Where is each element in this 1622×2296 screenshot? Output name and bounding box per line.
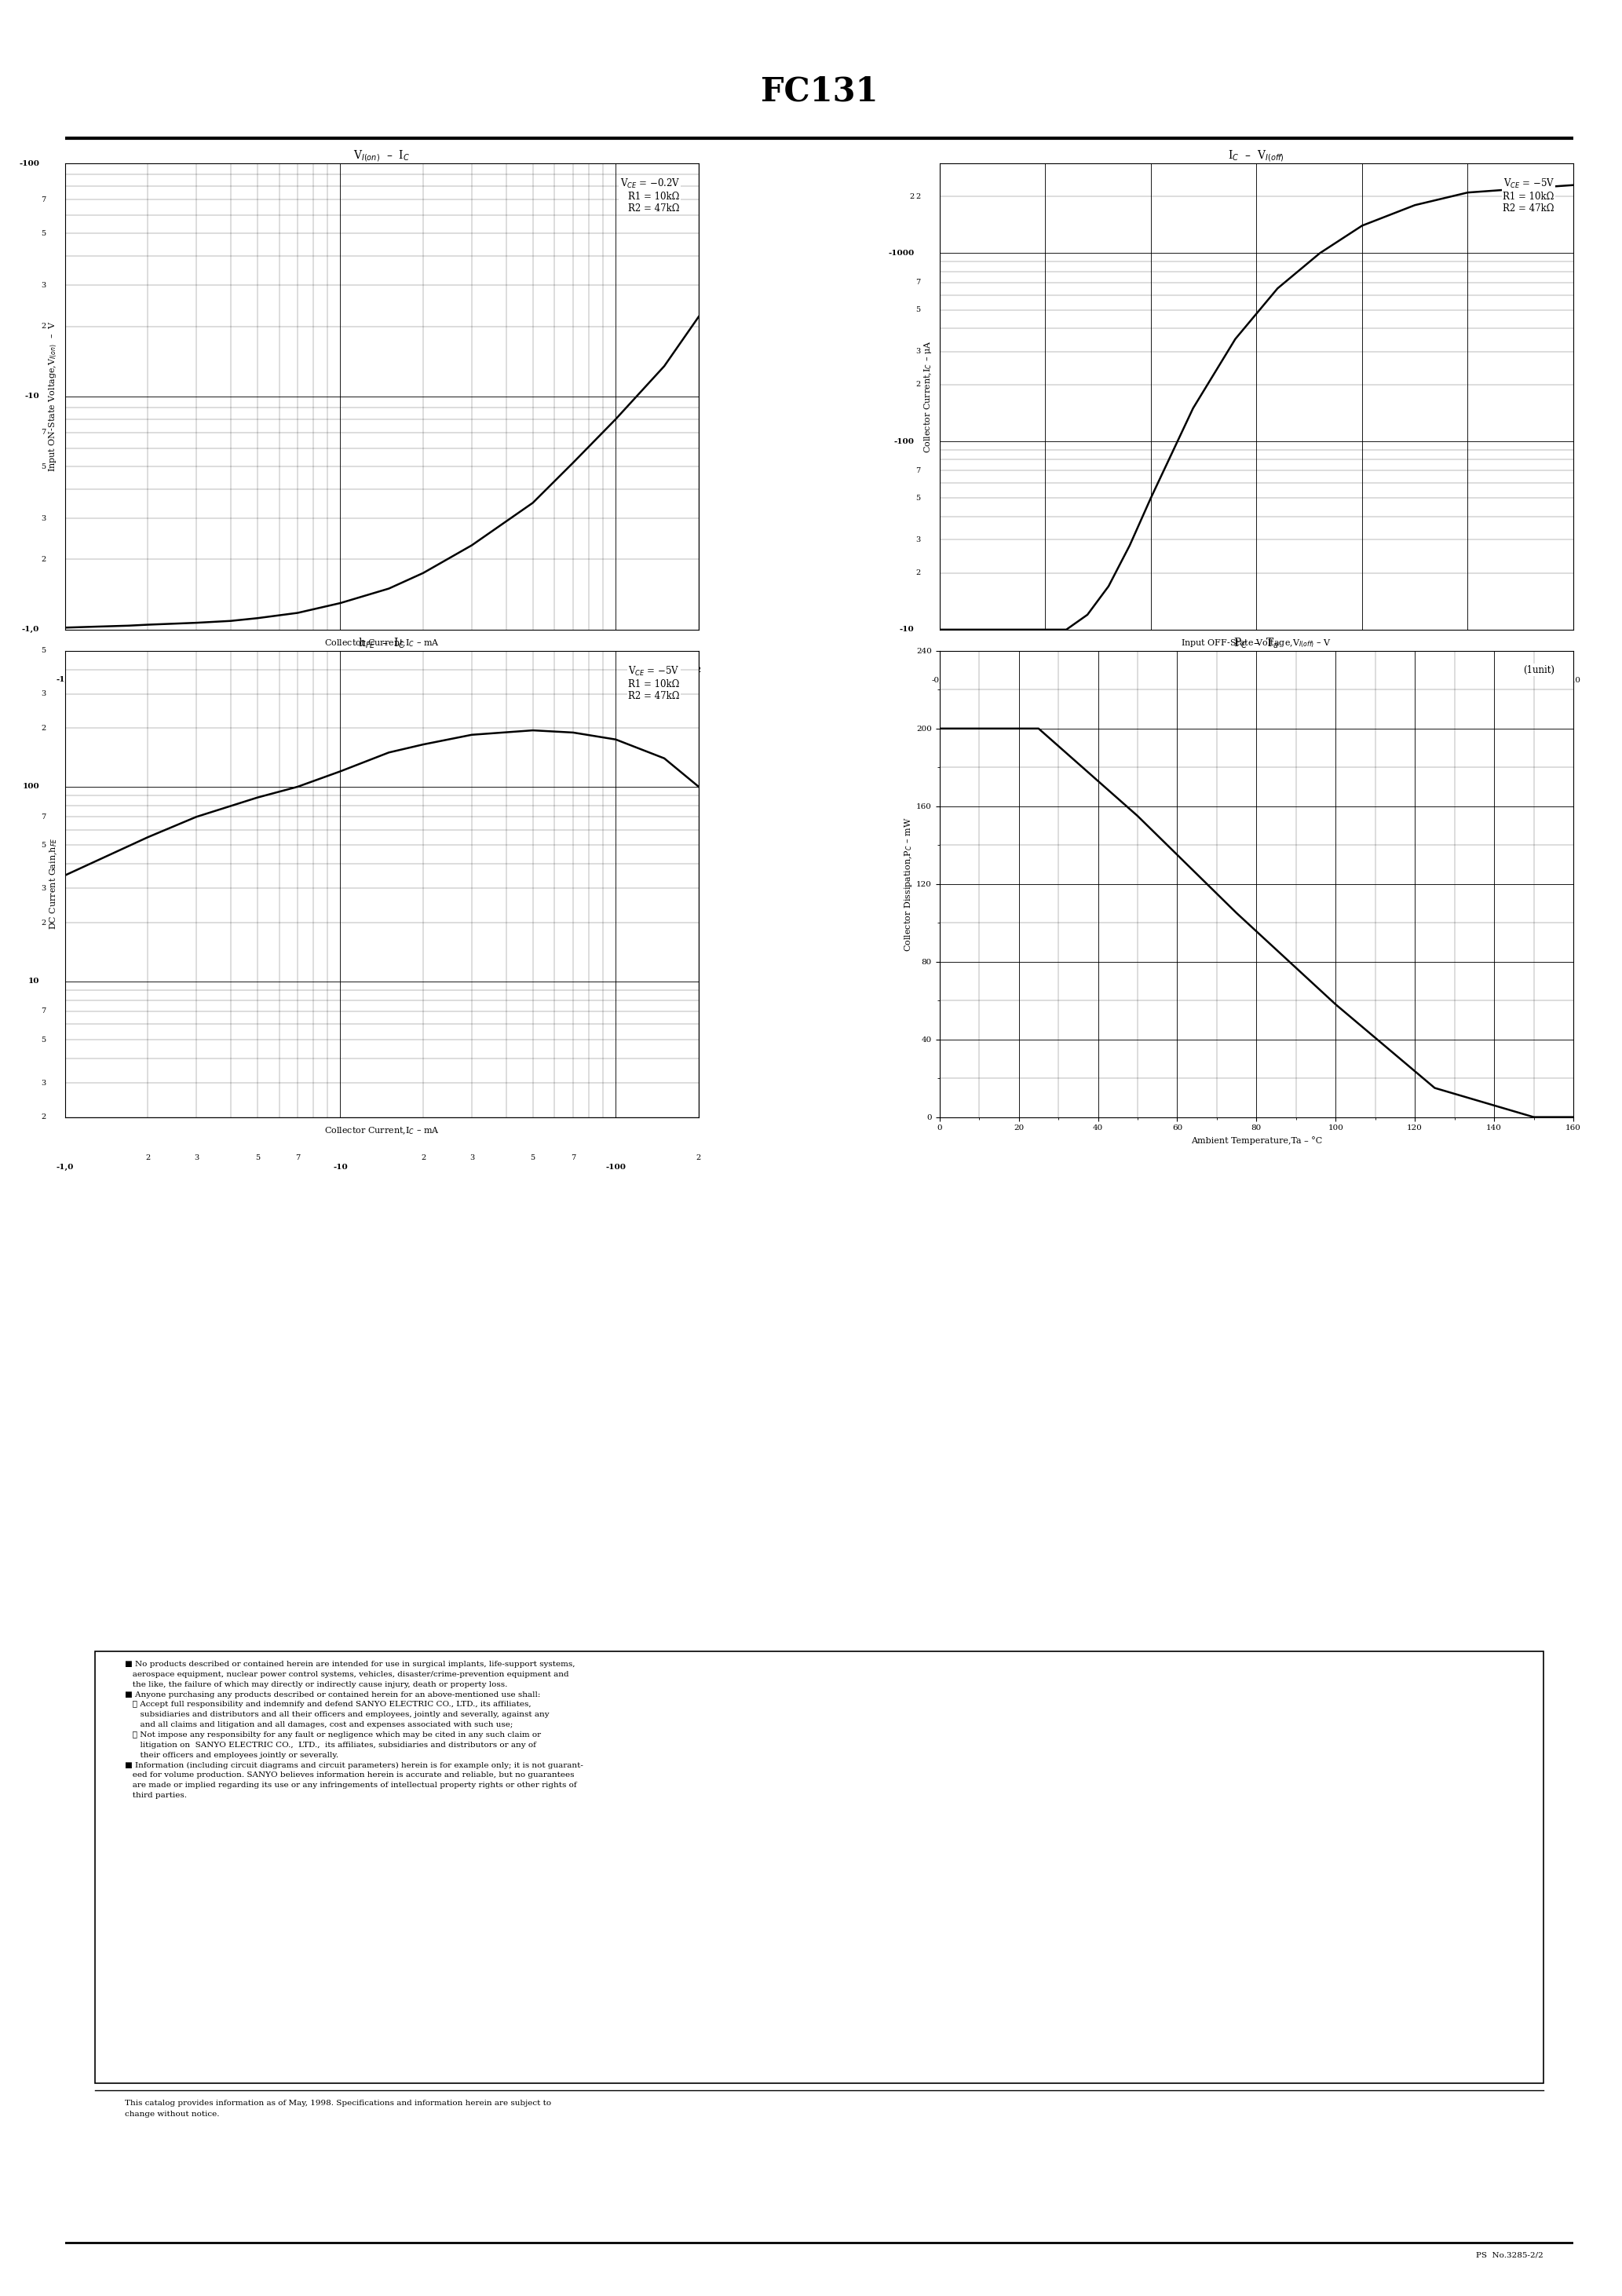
Text: 2: 2 — [420, 1155, 425, 1162]
Text: (1unit): (1unit) — [1523, 666, 1554, 675]
Text: 3: 3 — [41, 884, 45, 891]
Text: -100: -100 — [605, 1164, 626, 1171]
Text: 7: 7 — [571, 1155, 576, 1162]
Text: 7: 7 — [295, 666, 300, 675]
Text: 2: 2 — [41, 1114, 45, 1120]
Text: 7: 7 — [571, 666, 576, 675]
Text: 5: 5 — [41, 843, 45, 850]
Text: 3: 3 — [195, 1155, 200, 1162]
Text: -10: -10 — [333, 1164, 347, 1171]
Text: -100: -100 — [19, 161, 39, 168]
Y-axis label: Collector Dissipation,P$_C$ – mW: Collector Dissipation,P$_C$ – mW — [903, 817, 915, 951]
X-axis label: Input OFF-State Voltage,V$_{I(off)}$ – V: Input OFF-State Voltage,V$_{I(off)}$ – V — [1181, 638, 1332, 650]
FancyBboxPatch shape — [96, 1651, 1543, 2082]
Y-axis label: Collector Current,I$_C$ – μA: Collector Current,I$_C$ – μA — [923, 340, 934, 452]
Text: V$_{CE}$ = −0.2V
R1 = 10kΩ
R2 = 47kΩ: V$_{CE}$ = −0.2V R1 = 10kΩ R2 = 47kΩ — [620, 177, 680, 214]
Text: 5: 5 — [916, 305, 921, 312]
Text: 2: 2 — [915, 193, 921, 200]
Text: 3: 3 — [195, 666, 200, 675]
Text: 5: 5 — [41, 1035, 45, 1042]
Text: 5: 5 — [530, 1155, 535, 1162]
Title: V$_{I(on)}$  –  I$_C$: V$_{I(on)}$ – I$_C$ — [354, 149, 410, 163]
Text: -1,0: -1,0 — [57, 677, 73, 684]
Text: 2: 2 — [41, 556, 45, 563]
Text: FC131: FC131 — [761, 76, 878, 108]
Text: 2: 2 — [915, 381, 921, 388]
Y-axis label: Input ON-State Voltage,V$_{I(on)}$  –  V: Input ON-State Voltage,V$_{I(on)}$ – V — [47, 321, 58, 473]
Text: 5: 5 — [530, 666, 535, 675]
Text: 7: 7 — [295, 1155, 300, 1162]
Text: This catalog provides information as of May, 1998. Specifications and informatio: This catalog provides information as of … — [125, 2099, 551, 2117]
Text: -1,0: -1,0 — [1565, 677, 1581, 684]
Text: 2: 2 — [41, 918, 45, 925]
Text: 7: 7 — [41, 1008, 45, 1015]
Text: 5: 5 — [41, 230, 45, 236]
Text: PS  No.3285-2/2: PS No.3285-2/2 — [1476, 2252, 1543, 2259]
Text: 5: 5 — [255, 1155, 260, 1162]
Text: ■ No products described or contained herein are intended for use in surgical imp: ■ No products described or contained her… — [125, 1660, 584, 1800]
Text: 3: 3 — [915, 537, 921, 544]
Text: 3: 3 — [41, 1079, 45, 1086]
Text: 7: 7 — [41, 813, 45, 820]
Text: -100: -100 — [894, 439, 915, 445]
Text: 3: 3 — [469, 1155, 474, 1162]
Text: 7: 7 — [915, 278, 921, 287]
Text: -10: -10 — [24, 393, 39, 400]
Text: -0,7: -0,7 — [1249, 677, 1264, 684]
Text: 7: 7 — [915, 466, 921, 473]
Text: V$_{CE}$ = −5V
R1 = 10kΩ
R2 = 47kΩ: V$_{CE}$ = −5V R1 = 10kΩ R2 = 47kΩ — [628, 666, 680, 700]
Text: 2: 2 — [696, 1155, 701, 1162]
Text: 5: 5 — [255, 666, 260, 675]
Text: 7: 7 — [41, 429, 45, 436]
Text: -0,4: -0,4 — [931, 677, 947, 684]
Text: 3: 3 — [41, 282, 45, 289]
Text: 3: 3 — [41, 691, 45, 698]
Text: 2: 2 — [696, 666, 701, 675]
Text: 100: 100 — [23, 783, 39, 790]
Text: 5: 5 — [916, 494, 921, 501]
Text: 3: 3 — [41, 514, 45, 521]
Y-axis label: DC Current Gain,h$_{FE}$: DC Current Gain,h$_{FE}$ — [49, 838, 58, 930]
Text: 3: 3 — [915, 349, 921, 356]
Text: 5: 5 — [41, 647, 45, 654]
Text: 3: 3 — [469, 666, 474, 675]
Text: 2: 2 — [146, 666, 151, 675]
Text: 10: 10 — [28, 978, 39, 985]
Text: 2: 2 — [146, 1155, 151, 1162]
Text: V$_{CE}$ = −5V
R1 = 10kΩ
R2 = 47kΩ: V$_{CE}$ = −5V R1 = 10kΩ R2 = 47kΩ — [1504, 177, 1554, 214]
Text: -10: -10 — [900, 627, 915, 634]
X-axis label: Collector Current,I$_C$ – mA: Collector Current,I$_C$ – mA — [324, 1125, 440, 1137]
Text: 2: 2 — [910, 193, 915, 200]
X-axis label: Ambient Temperature,Ta – °C: Ambient Temperature,Ta – °C — [1191, 1137, 1322, 1146]
Text: -1000: -1000 — [889, 250, 915, 257]
Title: h$_{FE}$  –  I$_C$: h$_{FE}$ – I$_C$ — [358, 636, 406, 650]
Text: -0,9: -0,9 — [1460, 677, 1476, 684]
Text: 7: 7 — [41, 195, 45, 202]
Text: -10: -10 — [333, 677, 347, 684]
Text: 2: 2 — [915, 569, 921, 576]
Text: 2: 2 — [41, 726, 45, 732]
Text: -0,5: -0,5 — [1038, 677, 1053, 684]
Text: -0,8: -0,8 — [1354, 677, 1371, 684]
Text: 2: 2 — [41, 324, 45, 331]
Text: -0,6: -0,6 — [1144, 677, 1158, 684]
Title: P$_C$  –  T$_a$: P$_C$ – T$_a$ — [1234, 636, 1280, 650]
Text: -1,0: -1,0 — [23, 627, 39, 634]
Text: -1,0: -1,0 — [57, 1164, 73, 1171]
Title: I$_C$  –  V$_{I(off)}$: I$_C$ – V$_{I(off)}$ — [1228, 149, 1285, 163]
X-axis label: Collector Current,I$_C$ – mA: Collector Current,I$_C$ – mA — [324, 638, 440, 647]
Text: -100: -100 — [605, 677, 626, 684]
Text: 2: 2 — [420, 666, 425, 675]
Text: 5: 5 — [41, 464, 45, 471]
